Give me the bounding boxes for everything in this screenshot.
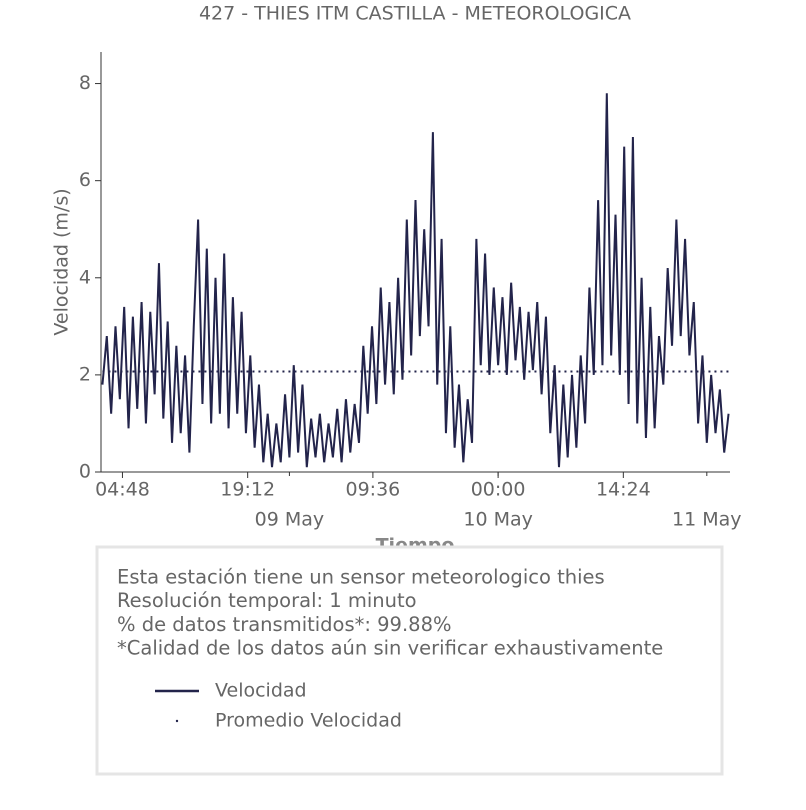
y-tick-label: 8 <box>79 72 91 94</box>
y-tick-label: 0 <box>79 461 91 483</box>
legend-swatch <box>175 719 179 723</box>
x-date-label: 11 May <box>672 509 742 531</box>
legend-label: Promedio Velocidad <box>215 710 402 732</box>
x-tick-label: 04:48 <box>95 479 150 501</box>
x-tick-label: 14:24 <box>596 479 651 501</box>
info-text: Esta estación tiene un sensor meteorolog… <box>117 566 605 589</box>
chart-title: 427 - THIES ITM CASTILLA - METEOROLOGICA <box>199 3 631 25</box>
y-tick-label: 6 <box>79 169 91 191</box>
legend-label: Velocidad <box>215 680 307 702</box>
x-tick-label: 19:12 <box>220 479 275 501</box>
x-date-label: 10 May <box>463 509 533 531</box>
x-date-label: 09 May <box>255 509 325 531</box>
info-text: *Calidad de los datos aún sin verificar … <box>117 637 663 660</box>
y-axis-label: Velocidad (m/s) <box>51 188 73 335</box>
info-text: Resolución temporal: 1 minuto <box>117 589 417 612</box>
info-box <box>95 545 724 776</box>
y-tick-label: 4 <box>79 266 91 288</box>
info-text: % de datos transmitidos*: 99.88% <box>117 613 452 636</box>
x-tick-label: 00:00 <box>471 479 526 501</box>
velocity-line <box>101 93 730 468</box>
y-tick-label: 2 <box>79 363 91 385</box>
x-tick-label: 09:36 <box>346 479 401 501</box>
